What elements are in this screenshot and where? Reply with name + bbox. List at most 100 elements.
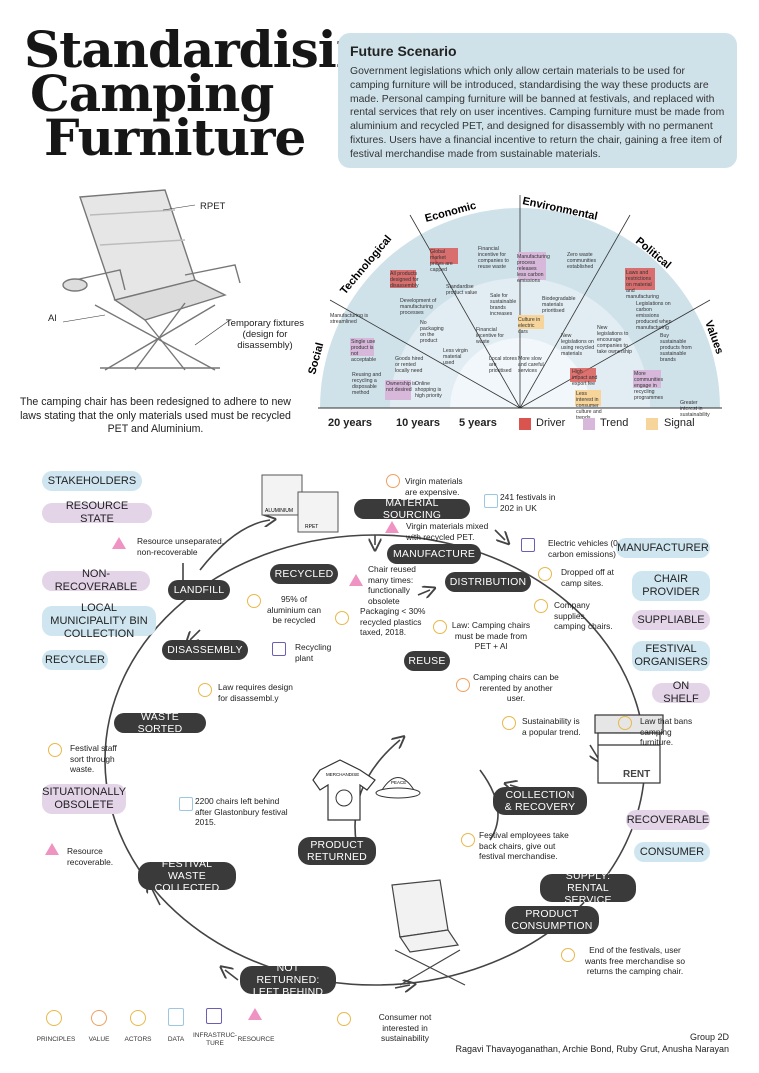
credits-group: Group 2D — [689, 1032, 729, 1042]
key-resource: RESOURCE — [237, 1036, 275, 1043]
infrastructure-icon — [206, 1008, 222, 1024]
ring-label-5: 5 years — [459, 417, 497, 429]
node-festival-waste-collected: FESTIVAL WASTE COLLECTED — [138, 858, 236, 894]
node-distribution: DISTRIBUTION — [445, 572, 531, 592]
credits-names: Ragavi Thavayoganathan, Archie Bond, Rub… — [455, 1044, 729, 1054]
node-manufacture: MANUFACTURE — [387, 544, 481, 564]
note-rerent: Camping chairs can be rerented by anothe… — [473, 672, 559, 703]
radar-item: Manufacturing is streamlined — [330, 313, 369, 325]
node-recycled: RECYCLED — [270, 564, 338, 584]
node-material-sourcing: MATERIAL SOURCING — [354, 497, 470, 521]
tag-local-municipality: LOCAL MUNICIPALITY BIN COLLECTION — [42, 602, 156, 640]
svg-text:MERCHANDISE: MERCHANDISE — [326, 772, 359, 777]
node-collection-recovery: COLLECTION & RECOVERY — [493, 787, 587, 815]
radar-item: New legislations to encourage companies … — [597, 325, 632, 355]
label-rpet: RPET — [200, 201, 226, 212]
note-unseparated: Resource unseparated, non-recoverable — [137, 536, 225, 557]
label-aluminium: Al — [48, 313, 57, 324]
note-virgin-expensive: Virgin materials are expensive. — [405, 476, 463, 497]
svg-text:PEACE: PEACE — [391, 780, 406, 785]
poster-title: Standardising Camping Furniture — [24, 25, 406, 167]
aluminium-box-drawing — [261, 474, 303, 516]
tag-festival-organisers: FESTIVAL ORGANISERS — [632, 641, 710, 671]
radar-item: More communities engage in recycling pro… — [634, 371, 664, 401]
infrastructure-icon — [272, 642, 286, 656]
rpet-box-drawing — [297, 491, 339, 533]
node-not-returned: NOT RETURNED: LEFT BEHIND — [240, 962, 336, 998]
key-value: VALUE — [88, 1036, 110, 1043]
sector-social: Social — [306, 341, 326, 375]
key-actors: ACTORS — [124, 1036, 152, 1043]
radar-item: Ownership is not desired — [386, 381, 416, 393]
node-product-returned: PRODUCT RETURNED — [298, 837, 376, 865]
resource-icon — [248, 1008, 262, 1020]
radar-item: Global market prices are capped — [430, 249, 453, 273]
principles-icon — [247, 594, 261, 608]
radar-item: Financial incentive for companies to reu… — [478, 246, 509, 270]
radar-item: Zero waste communities established — [567, 252, 597, 270]
key-infrastructure: INFRASTRUC-TURE — [193, 1032, 238, 1047]
chair-caption: The camping chair has been redesigned to… — [20, 396, 291, 435]
radar-item: Less virgin material used — [443, 348, 468, 366]
legend-trend-swatch — [583, 418, 595, 430]
principles-icon — [618, 716, 632, 730]
legend-driver-label: Driver — [536, 417, 566, 429]
note-company-supplies: Company supplies camping chairs. — [554, 600, 613, 631]
node-reuse: REUSE — [404, 651, 450, 671]
tag-recycler: RECYCLER — [42, 650, 108, 670]
radar-item: High impact and export fee — [572, 369, 598, 387]
title-line-2: Camping — [30, 64, 274, 123]
resource-icon — [45, 843, 59, 855]
principles-icon — [46, 1010, 62, 1026]
resource-icon — [385, 521, 399, 533]
ring-label-20: 20 years — [328, 417, 373, 429]
tag-resource-state: RESOURCE STATE — [42, 500, 152, 525]
infrastructure-icon — [521, 538, 535, 552]
tag-on-shelf: ON SHELF — [652, 680, 710, 705]
note-aluminium: 95% of aluminium can be recycled — [267, 594, 321, 625]
principles-icon — [433, 620, 447, 634]
svg-text:ALUMINIUM: ALUMINIUM — [265, 508, 293, 514]
tag-consumer: CONSUMER — [634, 842, 710, 862]
node-waste-sorted: WASTE SORTED — [114, 711, 206, 735]
radar-item: Laws and restrictions on material and ma… — [626, 270, 659, 300]
node-disassembly: DISASSEMBLY — [162, 640, 248, 660]
title-line-3: Furniture — [44, 108, 306, 167]
legend-signal-swatch — [646, 418, 658, 430]
note-glastonbury: 2200 chairs left behind after Glastonbur… — [195, 796, 288, 827]
radar-item: New legislations on using recycled mater… — [561, 333, 595, 357]
tag-stakeholders: STAKEHOLDERS — [42, 471, 142, 491]
note-recycling-plant: Recycling plant — [295, 642, 332, 663]
tag-non-recoverable: NON-RECOVERABLE — [42, 568, 150, 593]
principles-icon — [502, 716, 516, 730]
note-packaging-tax: Packaging < 30% recycled plastics taxed,… — [360, 606, 426, 637]
tag-manufacturer: MANUFACTURER — [616, 538, 710, 558]
svg-text:RPET: RPET — [305, 524, 318, 530]
legend-driver-swatch — [519, 418, 531, 430]
actors-icon — [337, 1012, 351, 1026]
steep-futures-radar: Social Technological Economic Environmen… — [306, 195, 725, 409]
legend-trend-label: Trend — [600, 417, 629, 429]
resource-icon — [112, 537, 126, 549]
data-icon — [168, 1008, 184, 1026]
data-icon — [179, 797, 193, 811]
radar-item: No packaging on the product — [420, 320, 444, 344]
radar-item: Reusing and recycling a disposable metho… — [352, 372, 382, 396]
tag-chair-provider: CHAIR PROVIDER — [632, 571, 710, 601]
camping-chair-illustration — [62, 189, 241, 371]
radar-item: Biodegradable materials prioritised — [542, 296, 576, 314]
radar-item: More slow and careful services — [518, 356, 544, 374]
scenario-heading: Future Scenario — [350, 43, 457, 59]
note-241-festivals: 241 festivals in 202 in UK — [500, 492, 556, 513]
value-icon — [456, 678, 470, 692]
note-resource-recoverable: Resource recoverable. — [67, 846, 114, 867]
key-data: DATA — [167, 1036, 185, 1043]
actors-icon — [48, 743, 62, 757]
note-functionally-obsolete: Chair reused many times: functionally ob… — [368, 564, 416, 606]
radar-item: Buy sustainable products from sustainabl… — [660, 333, 692, 363]
label-temporary-fixtures: Temporary fixtures (design for disassemb… — [225, 318, 305, 351]
tag-recoverable: RECOVERABLE — [626, 810, 710, 830]
key-principles: PRINCIPLES — [36, 1036, 76, 1043]
radar-item: Financial incentive for waste — [476, 327, 504, 345]
actors-icon — [461, 833, 475, 847]
